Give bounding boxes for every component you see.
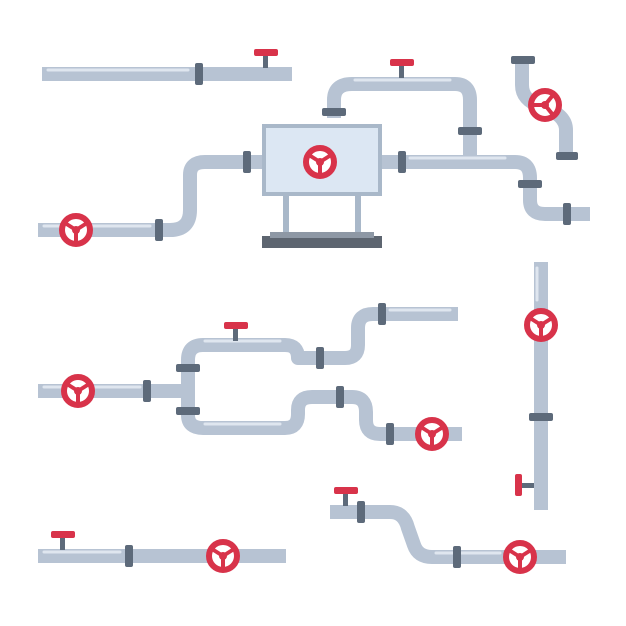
gate-valve-icon	[334, 487, 358, 506]
flange-icon	[155, 219, 163, 241]
handwheel-valve-icon	[524, 308, 558, 342]
flange-icon	[143, 380, 151, 402]
flange-icon	[316, 347, 324, 369]
tank-system	[38, 59, 590, 248]
tank-icon	[262, 124, 382, 248]
pipe-segment-bottom-right	[330, 487, 566, 574]
handwheel-valve-icon	[61, 374, 95, 408]
gate-valve-icon	[224, 322, 248, 341]
flange-icon	[336, 386, 344, 408]
gate-valve-icon	[390, 59, 414, 78]
pipe-segment-top-right	[511, 56, 578, 160]
pipe-segment-middle-branch	[38, 303, 462, 451]
pipe-segment-vertical-right	[515, 262, 558, 510]
flange-icon	[518, 180, 542, 188]
flange-icon	[453, 546, 461, 568]
gate-valve-icon	[515, 474, 534, 496]
flange-icon	[386, 423, 394, 445]
flange-icon	[398, 151, 406, 173]
pipe-segment-bottom-left	[38, 531, 286, 573]
handwheel-valve-icon	[206, 539, 240, 573]
flange-icon	[176, 364, 200, 372]
flange-icon	[458, 127, 482, 135]
handwheel-valve-icon	[303, 145, 337, 179]
flange-icon	[529, 413, 553, 421]
handwheel-valve-icon	[528, 88, 562, 122]
flange-icon	[125, 545, 133, 567]
flange-icon	[195, 63, 203, 85]
flange-icon	[563, 203, 571, 225]
flange-icon	[322, 108, 346, 116]
flange-icon	[556, 152, 578, 160]
flange-icon	[243, 151, 251, 173]
handwheel-valve-icon	[59, 213, 93, 247]
flange-icon	[378, 303, 386, 325]
flange-icon	[357, 501, 365, 523]
gate-valve-icon	[51, 531, 75, 550]
flange-icon	[176, 407, 200, 415]
pipe-segment-top-left	[42, 49, 292, 85]
handwheel-valve-icon	[415, 417, 449, 451]
flange-icon	[511, 56, 535, 64]
gate-valve-icon	[254, 49, 278, 68]
handwheel-valve-icon	[503, 540, 537, 574]
